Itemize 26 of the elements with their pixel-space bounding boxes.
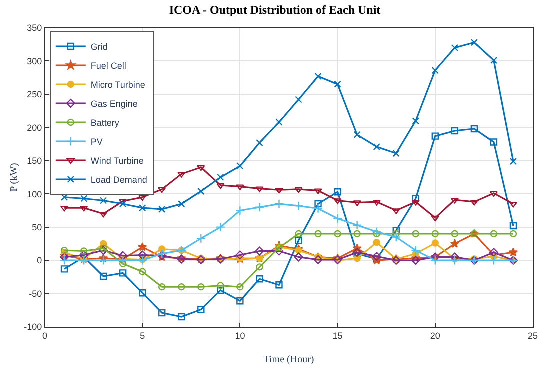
x-tick-label: 5 — [140, 330, 146, 341]
y-tick-label: -50 — [29, 288, 42, 299]
y-tick-label: 250 — [27, 90, 42, 100]
y-tick-label: 50 — [32, 222, 42, 232]
legend-label: Gas Engine — [90, 99, 138, 109]
x-tick-label: 25 — [528, 330, 538, 341]
legend-label: Load Demand — [90, 175, 148, 185]
legend-label: Battery — [90, 118, 120, 128]
legend-label: Micro Turbine — [90, 80, 146, 90]
legend-label: Fuel Cell — [90, 61, 126, 71]
y-axis-title: P (kW) — [9, 163, 20, 192]
x-axis-title: Time (Hour) — [264, 354, 314, 366]
legend-label: Grid — [90, 42, 108, 52]
y-tick-label: 300 — [27, 56, 42, 66]
y-tick-label: 200 — [27, 122, 42, 133]
x-tick-label: 15 — [332, 330, 343, 341]
y-tick-label: 350 — [27, 23, 42, 34]
legend-label: PV — [90, 137, 103, 147]
x-tick-label: 20 — [430, 330, 440, 341]
legend-label: Wind Turbine — [90, 156, 144, 166]
y-tick-label: 100 — [27, 189, 42, 200]
y-tick-label: 150 — [27, 156, 42, 166]
chart-title: ICOA - Output Distribution of Each Unit — [169, 3, 381, 18]
y-tick-label: -100 — [24, 322, 42, 332]
x-tick-label: 10 — [235, 330, 246, 341]
y-tick-label: 0 — [37, 256, 42, 266]
